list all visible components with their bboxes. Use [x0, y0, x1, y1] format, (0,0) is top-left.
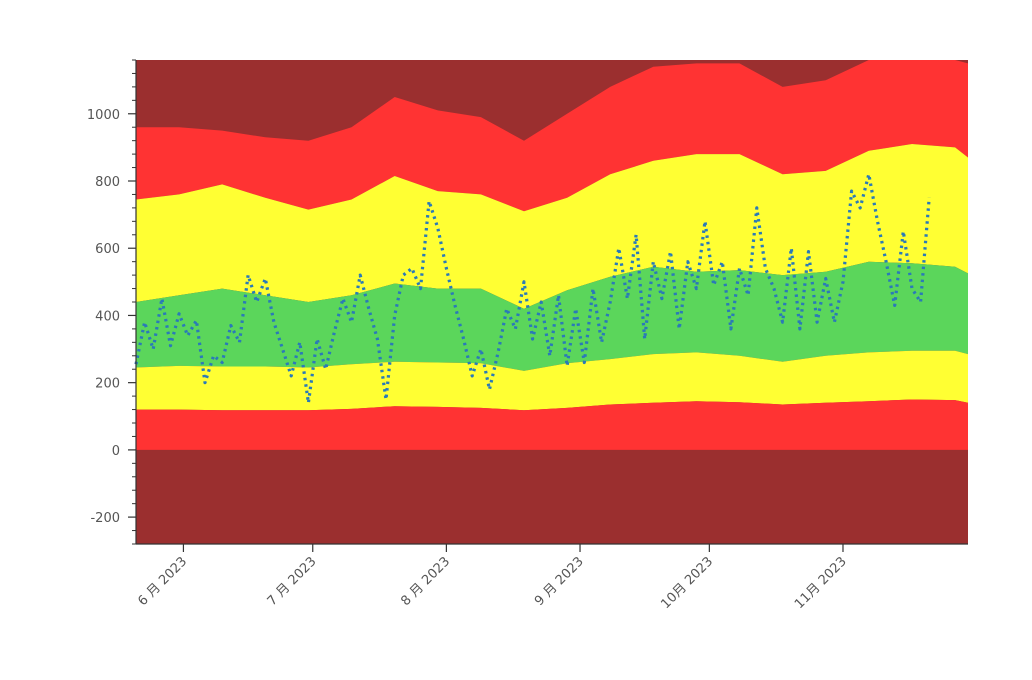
- y-tick-label: 400: [95, 309, 120, 324]
- y-tick-label: 1000: [87, 108, 120, 123]
- band-green: [136, 261, 968, 371]
- x-tick-label: 9 月 2023: [532, 554, 587, 609]
- band-red-top: [136, 60, 968, 212]
- y-tick-label: 200: [95, 377, 120, 392]
- y-tick-label: -200: [90, 511, 120, 526]
- band-yellow-lower: [136, 350, 968, 411]
- series-line-layer: [134, 172, 931, 405]
- x-tick-label: 11月 2023: [792, 554, 850, 612]
- y-tick-label: 800: [95, 175, 120, 190]
- band-yellow-upper: [136, 144, 968, 309]
- band-red-bottom: [136, 399, 968, 450]
- y-tick-label: 0: [112, 444, 120, 459]
- y-tick-label: 600: [95, 242, 120, 257]
- x-tick-label: 8 月 2023: [398, 554, 453, 609]
- x-tick-label: 7 月 2023: [265, 554, 320, 609]
- band-layer: [136, 60, 968, 544]
- series-line-0: [134, 172, 931, 405]
- x-tick-label: 10月 2023: [658, 554, 716, 612]
- x-tick-label: 6 月 2023: [135, 554, 190, 609]
